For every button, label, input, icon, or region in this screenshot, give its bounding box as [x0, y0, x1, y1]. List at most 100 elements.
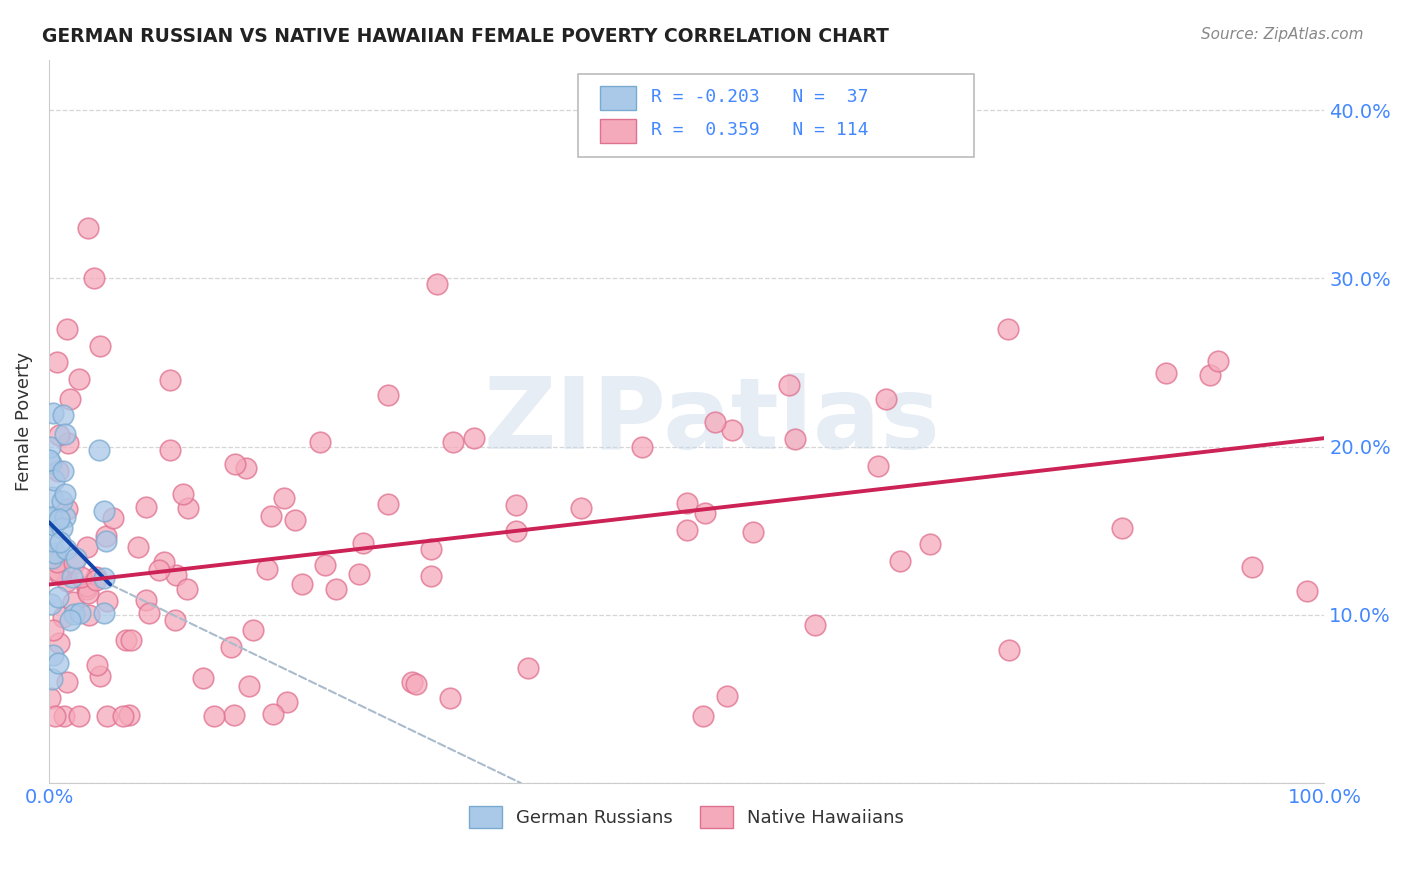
German Russians	[875, 392, 897, 407]
German Russians	[96, 529, 118, 543]
German Russians	[120, 632, 142, 647]
German Russians	[44, 708, 66, 723]
Native Hawaiians	[39, 597, 62, 611]
German Russians	[135, 500, 157, 514]
German Russians	[55, 322, 77, 336]
German Russians	[70, 570, 93, 584]
German Russians	[273, 491, 295, 506]
Native Hawaiians	[89, 443, 111, 458]
German Russians	[76, 582, 98, 596]
German Russians	[262, 707, 284, 722]
German Russians	[59, 392, 82, 406]
German Russians	[159, 374, 181, 388]
German Russians	[676, 523, 699, 537]
Native Hawaiians	[59, 613, 82, 627]
German Russians	[135, 593, 157, 607]
Native Hawaiians	[62, 570, 84, 584]
Native Hawaiians	[69, 606, 91, 620]
Native Hawaiians	[93, 606, 115, 620]
Native Hawaiians	[53, 509, 76, 524]
German Russians	[997, 322, 1019, 336]
German Russians	[48, 636, 70, 650]
German Russians	[224, 457, 246, 471]
Native Hawaiians	[41, 490, 63, 504]
German Russians	[76, 220, 98, 235]
German Russians	[67, 372, 90, 386]
German Russians	[165, 567, 187, 582]
Bar	[600, 119, 636, 143]
German Russians	[443, 434, 465, 449]
German Russians	[165, 613, 187, 627]
German Russians	[692, 708, 714, 723]
Native Hawaiians	[39, 440, 62, 454]
Native Hawaiians	[49, 535, 72, 549]
German Russians	[1111, 521, 1133, 535]
Native Hawaiians	[51, 521, 73, 535]
German Russians	[703, 415, 725, 429]
German Russians	[426, 277, 449, 291]
Native Hawaiians	[93, 504, 115, 518]
Legend: German Russians, Native Hawaiians: German Russians, Native Hawaiians	[463, 799, 911, 836]
German Russians	[741, 524, 763, 539]
German Russians	[77, 586, 100, 600]
Text: Source: ZipAtlas.com: Source: ZipAtlas.com	[1201, 27, 1364, 42]
German Russians	[83, 271, 105, 285]
German Russians	[352, 536, 374, 550]
Text: ZIPatlas: ZIPatlas	[484, 373, 941, 470]
German Russians	[276, 695, 298, 709]
German Russians	[803, 618, 825, 632]
German Russians	[505, 524, 527, 538]
German Russians	[918, 537, 941, 551]
German Russians	[377, 497, 399, 511]
German Russians	[55, 502, 77, 516]
Native Hawaiians	[38, 453, 60, 467]
German Russians	[48, 427, 70, 442]
German Russians	[84, 569, 107, 583]
German Russians	[517, 661, 540, 675]
German Russians	[284, 513, 307, 527]
German Russians	[309, 435, 332, 450]
German Russians	[46, 355, 69, 369]
German Russians	[77, 608, 100, 623]
German Russians	[783, 432, 806, 446]
Native Hawaiians	[44, 546, 66, 560]
German Russians	[191, 672, 214, 686]
German Russians	[219, 640, 242, 654]
German Russians	[101, 511, 124, 525]
German Russians	[778, 378, 800, 392]
German Russians	[235, 461, 257, 475]
Native Hawaiians	[41, 510, 63, 524]
FancyBboxPatch shape	[578, 74, 973, 157]
Native Hawaiians	[51, 494, 73, 508]
German Russians	[347, 567, 370, 582]
Native Hawaiians	[42, 473, 65, 487]
German Russians	[118, 707, 141, 722]
German Russians	[998, 642, 1021, 657]
German Russians	[716, 689, 738, 703]
German Russians	[439, 690, 461, 705]
German Russians	[86, 658, 108, 673]
German Russians	[115, 632, 138, 647]
German Russians	[48, 566, 70, 581]
German Russians	[176, 582, 198, 597]
German Russians	[505, 498, 527, 512]
German Russians	[405, 676, 427, 690]
German Russians	[45, 556, 67, 570]
German Russians	[676, 496, 699, 510]
German Russians	[63, 556, 86, 570]
German Russians	[242, 623, 264, 637]
German Russians	[76, 579, 98, 593]
German Russians	[693, 506, 716, 520]
German Russians	[69, 708, 91, 723]
German Russians	[866, 458, 889, 473]
German Russians	[1296, 583, 1319, 598]
German Russians	[420, 569, 443, 583]
German Russians	[569, 501, 592, 516]
German Russians	[1206, 353, 1229, 368]
German Russians	[46, 464, 69, 478]
Native Hawaiians	[48, 512, 70, 526]
German Russians	[377, 388, 399, 402]
German Russians	[159, 442, 181, 457]
German Russians	[53, 708, 76, 723]
Native Hawaiians	[39, 456, 62, 470]
